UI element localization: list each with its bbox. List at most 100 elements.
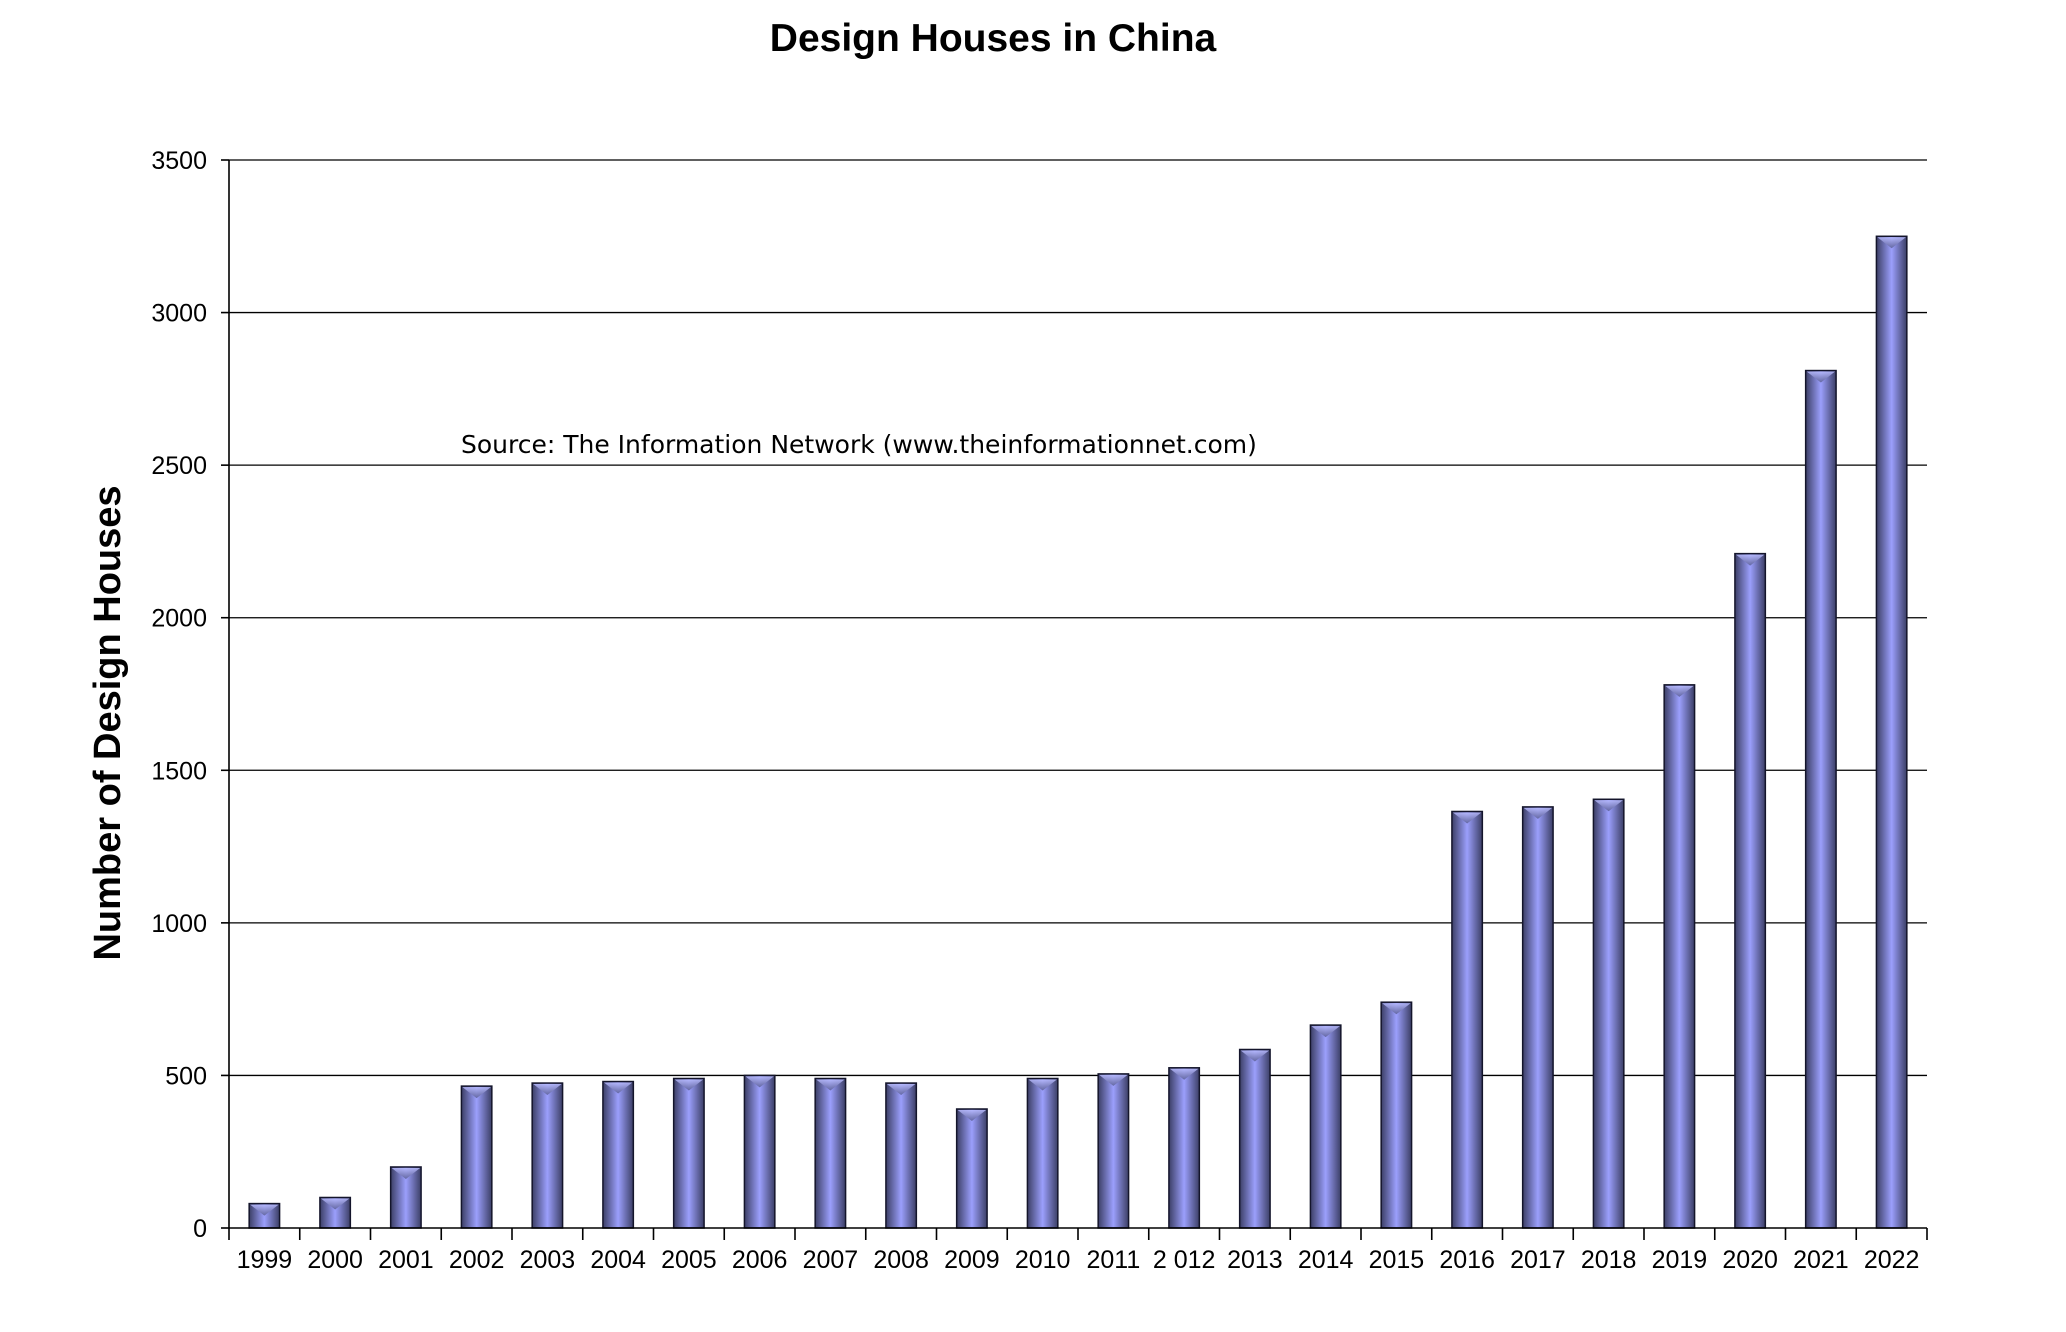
bar-2011 [1097, 1073, 1130, 1229]
x-tick-label-2021: 2021 [1793, 1246, 1849, 1274]
bar-body [531, 1082, 564, 1229]
bar-bevel [1452, 812, 1482, 824]
x-tick-label-2006: 2006 [732, 1246, 788, 1274]
bar-2016 [1451, 810, 1484, 1229]
bar-2010 [1026, 1077, 1059, 1229]
bar-2009 [955, 1108, 988, 1229]
x-tick-label-2009: 2009 [944, 1246, 1000, 1274]
bar-body [1663, 684, 1696, 1229]
bar-2003 [531, 1082, 564, 1229]
y-tick-label-3500: 3500 [151, 147, 207, 175]
axes [221, 159, 1928, 1240]
y-tick-label-0: 0 [193, 1215, 207, 1243]
x-tick-label-2014: 2014 [1298, 1246, 1354, 1274]
x-tick-label-2011: 2011 [1086, 1246, 1140, 1274]
bar-body [1451, 810, 1484, 1229]
bar-body [814, 1077, 847, 1229]
bar-bevel [745, 1076, 774, 1088]
bar-bevel [1523, 807, 1553, 819]
bar-2014 [1309, 1024, 1342, 1229]
y-tick-label-2500: 2500 [151, 452, 207, 480]
bar-2004 [602, 1080, 635, 1229]
bar-2008 [885, 1082, 918, 1229]
x-tick-labels: 1999 2000 2001 2002 2003 2004 2005 2006 2007 2008… [237, 1246, 1920, 1274]
bar-bevel [462, 1087, 491, 1099]
x-tick-label-2010: 2010 [1015, 1246, 1071, 1274]
bar-body [1804, 369, 1837, 1229]
bar-bevel [674, 1079, 704, 1091]
bar-2006 [743, 1074, 776, 1229]
bar-bevel [1877, 237, 1906, 249]
bar-2022 [1875, 235, 1908, 1229]
x-tick-label-1999: 1999 [237, 1246, 293, 1274]
x-tick-label-2015: 2015 [1369, 1246, 1425, 1274]
bar-bevel [886, 1084, 916, 1096]
bar-body [743, 1074, 776, 1229]
bar-body [1734, 552, 1767, 1229]
y-tick-label-2000: 2000 [151, 605, 207, 633]
bar-body [885, 1082, 918, 1229]
bar-2018 [1592, 798, 1625, 1229]
gridlines [229, 159, 1927, 1077]
bar-body [1238, 1048, 1271, 1229]
x-tick-label-2012: 2 012 [1153, 1246, 1216, 1274]
bar-2021 [1804, 369, 1837, 1229]
bar-2001 [389, 1166, 422, 1229]
y-tick-label-500: 500 [165, 1062, 207, 1090]
bar-body [602, 1080, 635, 1229]
bar-bevel [250, 1204, 279, 1216]
x-tick-label-2000: 2000 [307, 1246, 363, 1274]
bar-2015 [1380, 1001, 1413, 1229]
bar-body [672, 1077, 705, 1229]
y-axis-title: Number of Design Houses [87, 485, 129, 960]
bar-bevel [1382, 1003, 1411, 1015]
bar-bevel [1099, 1074, 1128, 1086]
bar-bevel [533, 1084, 562, 1096]
x-tick-label-2020: 2020 [1722, 1246, 1778, 1274]
bar-bevel [1594, 800, 1623, 812]
bar-2002 [460, 1085, 493, 1229]
chart-title: Design Houses in China [770, 17, 1217, 60]
x-tick-label-2022: 2022 [1864, 1246, 1920, 1274]
bar-2012 [1168, 1067, 1201, 1229]
bar-body [1026, 1077, 1059, 1229]
x-tick-label-2013: 2013 [1227, 1246, 1283, 1274]
bar-body [1168, 1067, 1201, 1229]
bar-bevel [1806, 371, 1836, 383]
x-tick-label-2016: 2016 [1439, 1246, 1495, 1274]
y-tick-label-3000: 3000 [151, 300, 207, 328]
bar-bevel [1735, 554, 1765, 566]
bar-bevel [391, 1167, 421, 1179]
bar-bevel [1311, 1026, 1340, 1038]
bar-body [1592, 798, 1625, 1229]
bar-2013 [1238, 1048, 1271, 1229]
bar-bevel [957, 1109, 987, 1121]
x-tick-label-2004: 2004 [590, 1246, 646, 1274]
bar-bevel [1665, 685, 1694, 697]
bar-body [1097, 1073, 1130, 1229]
x-tick-label-2019: 2019 [1652, 1246, 1708, 1274]
bar-bevel [1028, 1079, 1057, 1091]
x-tick-label-2018: 2018 [1581, 1246, 1637, 1274]
bar-2017 [1521, 806, 1554, 1229]
x-tick-label-2017: 2017 [1510, 1246, 1566, 1274]
bar-body [955, 1108, 988, 1229]
bar-bevel [816, 1079, 845, 1091]
x-tick-label-2003: 2003 [520, 1246, 576, 1274]
bar-body [1309, 1024, 1342, 1229]
bar-bevel [1169, 1068, 1199, 1080]
x-tick-label-2008: 2008 [873, 1246, 929, 1274]
bar-2005 [672, 1077, 705, 1229]
x-tick-label-2001: 2001 [378, 1246, 434, 1274]
bar-body [1521, 806, 1554, 1229]
bar-2000 [319, 1196, 352, 1229]
y-tick-label-1500: 1500 [151, 757, 207, 785]
bar-bevel [603, 1082, 633, 1094]
bar-bevel [1240, 1050, 1270, 1062]
bar-2020 [1734, 552, 1767, 1229]
bars [248, 235, 1908, 1229]
bar-body [1380, 1001, 1413, 1229]
x-tick-label-2005: 2005 [661, 1246, 717, 1274]
